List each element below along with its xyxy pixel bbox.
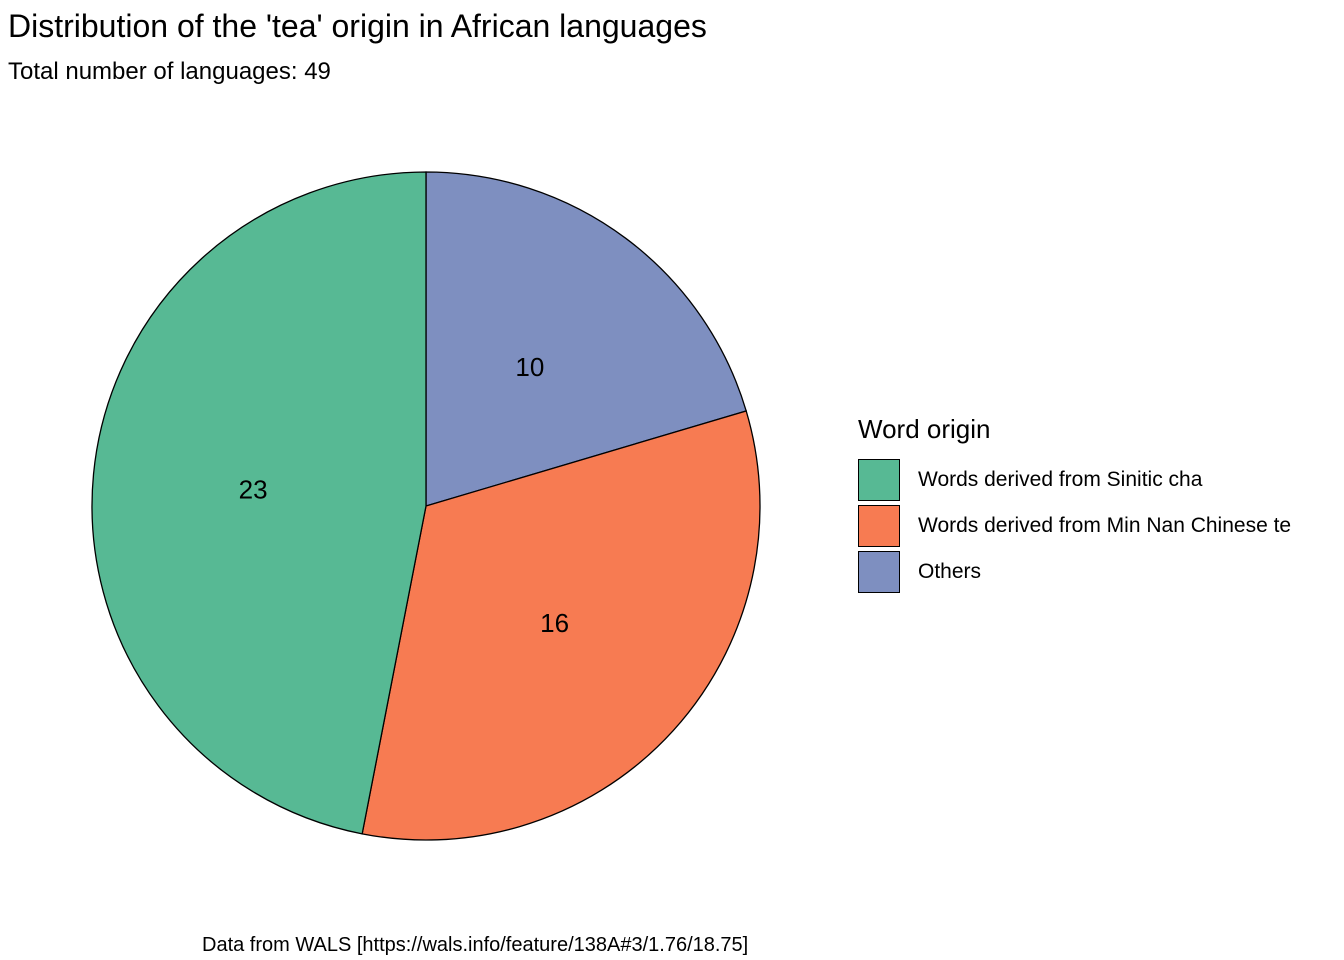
legend-item: Words derived from Min Nan Chinese te (858, 503, 1344, 549)
legend-key (858, 459, 900, 501)
legend-label: Words derived from Min Nan Chinese te (918, 514, 1292, 537)
legend-item: Words derived from Sinitic cha (858, 457, 1344, 503)
legend-title: Word origin (858, 414, 991, 444)
chart-caption: Data from WALS [https://wals.info/featur… (202, 934, 749, 956)
pie-slice (361, 410, 761, 841)
legend: Word origin Words derived from Sinitic c… (858, 414, 1344, 595)
slice-value-label: 23 (239, 474, 268, 504)
chart-title: Distribution of the 'tea' origin in Afri… (8, 8, 707, 44)
chart-subtitle: Total number of languages: 49 (8, 58, 331, 85)
pie-slice (91, 171, 427, 835)
legend-key (858, 505, 900, 547)
legend-key (858, 551, 900, 593)
legend-label: Words derived from Sinitic cha (918, 468, 1203, 491)
slice-value-label: 16 (540, 608, 569, 638)
pie-slice (425, 171, 748, 507)
slice-value-label: 10 (515, 352, 544, 382)
legend-item: Others (858, 549, 1344, 595)
legend-label: Others (918, 560, 982, 583)
